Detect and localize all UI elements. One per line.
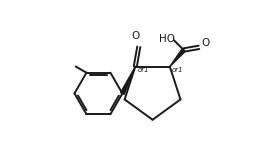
Text: HO: HO — [159, 34, 175, 44]
Polygon shape — [170, 49, 185, 67]
Polygon shape — [121, 67, 135, 94]
Text: O: O — [201, 39, 209, 49]
Text: or1: or1 — [172, 67, 184, 73]
Text: or1: or1 — [137, 67, 149, 73]
Text: O: O — [132, 31, 140, 41]
